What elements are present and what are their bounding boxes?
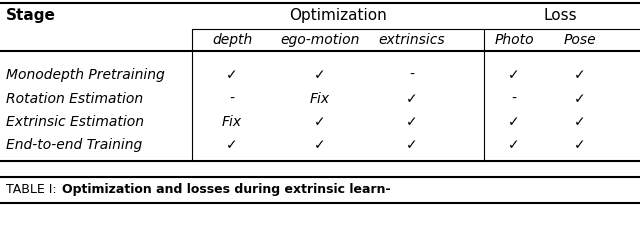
Text: Fix: Fix (310, 92, 330, 106)
Text: ✓: ✓ (314, 137, 326, 151)
Text: ✓: ✓ (574, 115, 586, 128)
Text: depth: depth (212, 33, 252, 47)
Text: -: - (511, 92, 516, 106)
Text: End-to-end Training: End-to-end Training (6, 137, 142, 151)
Text: Stage: Stage (6, 8, 56, 23)
Text: TABLE I:: TABLE I: (6, 182, 61, 195)
Text: -: - (410, 68, 415, 82)
Text: ✓: ✓ (314, 115, 326, 128)
Text: ✓: ✓ (508, 137, 520, 151)
Text: Optimization and losses during extrinsic learn-: Optimization and losses during extrinsic… (62, 182, 390, 195)
Text: ego-motion: ego-motion (280, 33, 360, 47)
Text: ✓: ✓ (406, 92, 418, 106)
Text: ✓: ✓ (226, 68, 238, 82)
Text: ✓: ✓ (508, 115, 520, 128)
Text: ✓: ✓ (314, 68, 326, 82)
Text: ✓: ✓ (226, 137, 238, 151)
Text: Optimization: Optimization (289, 8, 387, 23)
Text: Extrinsic Estimation: Extrinsic Estimation (6, 115, 144, 128)
Text: Photo: Photo (494, 33, 534, 47)
Text: ✓: ✓ (508, 68, 520, 82)
Text: Fix: Fix (222, 115, 242, 128)
Text: Rotation Estimation: Rotation Estimation (6, 92, 143, 106)
Text: ✓: ✓ (406, 115, 418, 128)
Text: Loss: Loss (543, 8, 577, 23)
Text: Monodepth Pretraining: Monodepth Pretraining (6, 68, 164, 82)
Text: -: - (230, 92, 234, 106)
Text: ✓: ✓ (406, 137, 418, 151)
Text: ✓: ✓ (574, 137, 586, 151)
Text: ✓: ✓ (574, 68, 586, 82)
Text: extrinsics: extrinsics (379, 33, 445, 47)
Text: ✓: ✓ (574, 92, 586, 106)
Text: Pose: Pose (564, 33, 596, 47)
